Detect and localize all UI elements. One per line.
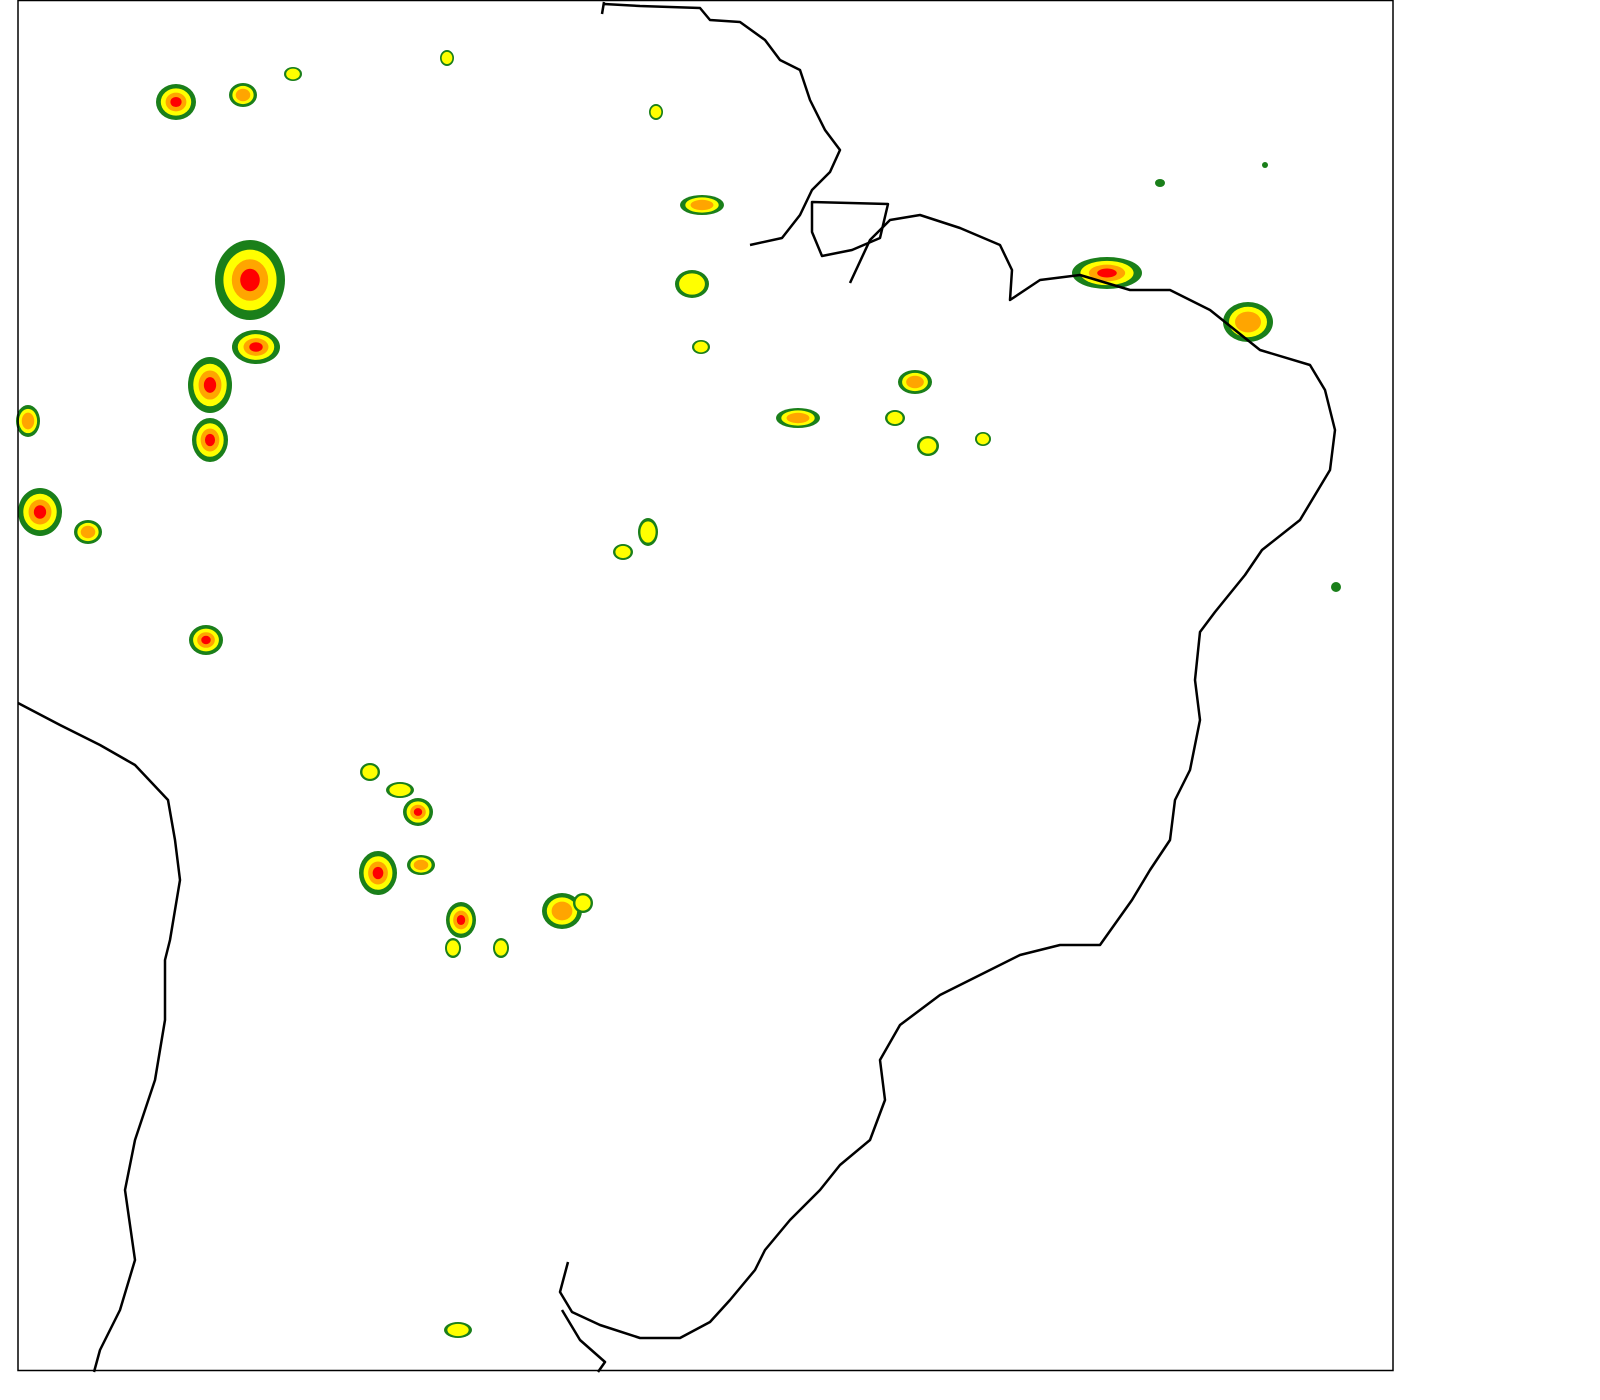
coastline: [600, 1, 842, 247]
precipitation-cell: [446, 940, 460, 956]
precipitation-cell: [786, 412, 810, 424]
precipitation-cell: [887, 411, 903, 425]
precipitation-cell: [441, 51, 453, 65]
precipitation-cell: [286, 68, 300, 80]
precipitation-cell: [1262, 162, 1268, 168]
coastline: [17, 701, 182, 1373]
precipitation-cell: [204, 433, 216, 447]
precipitation-cell: [679, 273, 705, 295]
precipitation-cell: [362, 765, 378, 779]
precipitation-cell: [690, 199, 714, 211]
precipitation-cell: [906, 375, 924, 389]
precipitation-cell: [170, 96, 182, 108]
precipitation-cell: [494, 940, 508, 956]
precipitation-cell: [372, 866, 384, 880]
precipitation-cell: [235, 88, 251, 102]
precipitation-cell: [919, 438, 937, 454]
precipitation-cell: [21, 412, 35, 430]
precipitation-cell: [389, 783, 411, 797]
precipitation-cell: [33, 505, 47, 519]
precipitation-cell: [640, 521, 656, 543]
precipitation-cell: [249, 342, 263, 352]
precipitation-cell: [203, 377, 217, 393]
precipitation-cell: [456, 914, 466, 926]
precipitation-cell: [575, 895, 591, 911]
island: [810, 200, 890, 258]
precipitation-cell: [615, 545, 631, 559]
precipitation-cell: [1235, 311, 1261, 333]
coastline: [558, 213, 1337, 1373]
precipitation-layer: [16, 50, 1341, 1338]
precipitation-cell: [1097, 268, 1117, 278]
precipitation-cell: [80, 525, 96, 539]
precipitation-cell: [976, 433, 990, 445]
precipitation-cell: [240, 268, 260, 292]
precipitation-cell: [1155, 179, 1165, 187]
precipitation-cell: [551, 901, 573, 921]
precipitation-cell: [650, 105, 662, 119]
precipitation-cell: [201, 635, 211, 645]
precipitation-cell: [413, 859, 429, 871]
map-frame: [17, 0, 1394, 1372]
precipitation-cell: [1331, 582, 1341, 592]
precipitation-cell: [413, 808, 423, 816]
precipitation-cell: [447, 1323, 469, 1337]
precipitation-cell: [694, 341, 708, 353]
